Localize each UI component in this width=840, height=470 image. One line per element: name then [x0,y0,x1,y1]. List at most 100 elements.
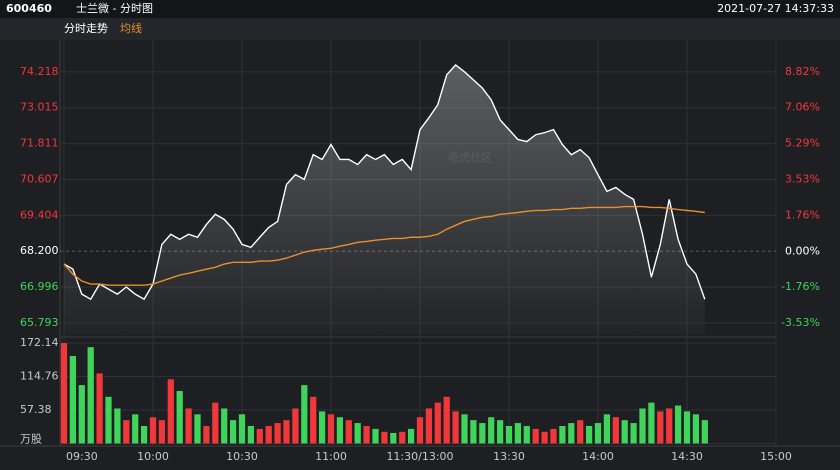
volume-bar [78,385,85,444]
legend-bar [0,18,840,40]
y-tick-label: 70.607 [20,173,59,186]
volume-bar [621,420,628,444]
y2-tick-label: 8.82% [785,65,820,78]
volume-tick-label: 万股 [20,433,42,446]
volume-tick-label: 114.76 [20,369,59,382]
volume-bar [434,402,441,444]
stock-code: 600460 [6,2,52,15]
volume-bar [123,420,130,444]
volume-bar [585,425,593,444]
y-tick-label: 74.218 [20,65,59,78]
volume-bar [203,425,210,444]
volume-bar [648,402,655,444]
volume-bar [514,423,522,444]
volume-bar [310,396,317,444]
volume-bar [176,390,183,444]
average-line [63,205,705,286]
volume-bar [158,420,166,444]
volume-bar [265,425,272,444]
volume-bar [612,417,619,444]
volume-bar [354,423,361,444]
volume-bar [630,423,637,444]
volume-bar [185,408,192,444]
x-tick-label: 13:30 [493,450,525,463]
header-bar [0,0,840,18]
volume-bar [470,420,477,444]
y-tick-label: 73.015 [20,101,59,114]
volume-bar [594,423,602,444]
volume-bar [407,428,415,444]
volume-bar [372,428,379,444]
volume-bar [559,425,566,444]
volume-bar [345,420,352,444]
volume-bar [212,402,219,444]
volume-bar [488,417,495,444]
volume-bar [229,420,237,444]
volume-bar [327,414,335,444]
volume-bar [701,420,708,444]
y-tick-label: 65.793 [20,316,59,329]
volume-bar [577,420,584,444]
y2-tick-label: 5.29% [785,137,820,150]
volume-bar [96,373,103,444]
volume-bar [532,428,539,444]
volume-bar [666,408,673,444]
volume-bar [283,420,290,444]
volume-bar [541,431,548,444]
volume-bar [336,417,344,444]
volume-bar [60,343,68,444]
datetime: 2021-07-27 14:37:33 [717,2,834,15]
volume-bar [105,396,112,444]
legend-entry: 均线 [120,21,142,35]
y2-tick-label: 3.53% [785,173,820,186]
volume-tick-label: 57.38 [20,403,52,416]
volume-bar [363,425,370,444]
volume-bar [657,411,664,444]
volume-bar [221,408,228,444]
y2-tick-label: 7.06% [785,101,820,114]
volume-bar [683,411,691,444]
volume-bar [149,417,157,444]
x-tick-label: 15:00 [760,450,792,463]
volume-bar [292,408,299,444]
volume-bar [132,414,139,444]
x-tick-label: 14:30 [671,450,703,463]
volume-bar [381,431,388,444]
volume-bar [452,411,459,444]
x-tick-label: 14:00 [582,450,614,463]
volume-bar [238,414,246,444]
volume-bar [69,355,77,444]
x-tick-label: 11:00 [315,450,347,463]
volume-bar [318,411,326,444]
volume-bar [194,414,201,444]
volume-bar [496,420,504,444]
volume-bar [274,423,281,444]
volume-bar [114,408,121,444]
volume-bar [461,414,468,444]
volume-bar [639,408,646,444]
price-line [63,64,706,301]
volume-bar [443,396,450,444]
x-tick-label: 11:30/13:00 [386,450,453,463]
volume-bar [399,431,406,444]
volume-bar [247,425,255,444]
y-tick-label: 66.996 [20,280,59,293]
volume-bar [603,414,611,444]
y2-tick-label: 0.00% [785,244,820,257]
y-tick-label: 69.404 [20,208,59,221]
y2-tick-label: -3.53% [781,316,820,329]
volume-bar [479,423,486,444]
y-tick-label: 68.200 [20,244,59,257]
volume-bar [692,414,700,444]
volume-bar [425,408,433,444]
y2-tick-label: -1.76% [781,280,820,293]
volume-bar [505,425,513,444]
volume-bar [550,428,557,444]
volume-bar [416,417,424,444]
stock-name: 士兰微 - 分时图 [76,1,153,15]
volume-bar [87,347,94,444]
volume-bar [674,405,682,444]
volume-bar [167,379,174,444]
volume-bar [256,428,263,444]
